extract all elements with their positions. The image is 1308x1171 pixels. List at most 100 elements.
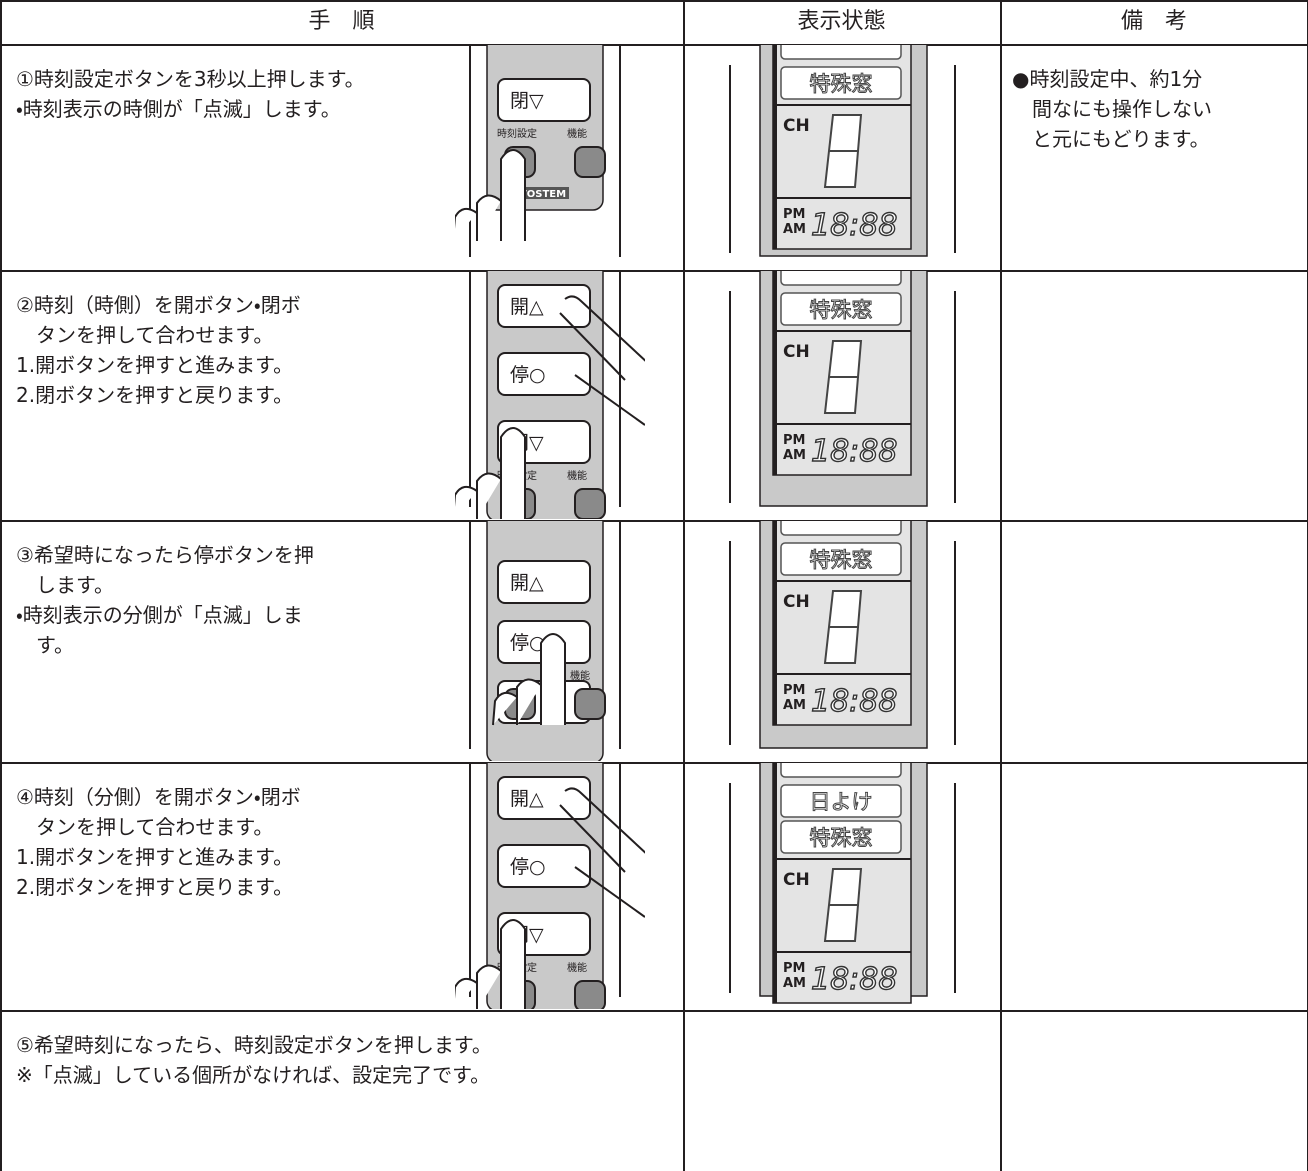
lcd-time: 18:88 — [811, 208, 897, 243]
text-block: ⑤希望時刻になったら、時刻設定ボタンを押します。 ※「点滅」している個所がなければ… — [16, 1030, 492, 1090]
column-rule — [1000, 0, 1002, 1171]
lcd-label-box — [780, 763, 902, 778]
row-rule — [0, 44, 1308, 46]
lcd-ch: CH — [783, 116, 810, 136]
lcd-pm: PM — [783, 683, 805, 698]
lcd-label-box — [780, 784, 902, 818]
remote-button — [497, 844, 591, 888]
button-label: 開△ — [510, 788, 544, 810]
text-line: タンを押して合わせます。 — [36, 815, 274, 839]
text-block: ●時刻設定中、約1分間なにも操作しない と元にもどります。 — [1012, 64, 1212, 154]
lcd-am: AM — [783, 698, 806, 713]
round-button — [574, 146, 606, 178]
seven-segment — [823, 114, 863, 188]
lcd-ch: CH — [783, 870, 810, 890]
lcd-time: 18:88 — [811, 684, 897, 719]
text-line: ⑤希望時刻になったら、時刻設定ボタンを押します。 — [16, 1033, 492, 1057]
lcd-label-box — [780, 45, 902, 60]
row-rule — [0, 762, 1308, 764]
lcd-pm: PM — [783, 961, 805, 976]
lcd-label-box — [780, 542, 902, 576]
seven-segment — [823, 868, 863, 942]
column-rule — [0, 0, 2, 1171]
lcd-label: 特殊窓 — [810, 72, 873, 96]
remote-illustration: 閉▽ 時刻設定 機能 TOSTEM — [455, 45, 621, 257]
remote-button — [497, 352, 591, 396]
button-caption: 機能 — [567, 127, 587, 140]
text-line: ③希望時になったら停ボタンを押 — [16, 543, 314, 567]
lcd-time: 18:88 — [811, 434, 897, 469]
text-line: す。 — [36, 633, 74, 657]
button-label: 開△ — [510, 296, 544, 318]
lcd-ch: CH — [783, 342, 810, 362]
button-label: 停○ — [510, 856, 546, 878]
logo: TOSTEM — [520, 189, 566, 200]
hand — [455, 919, 526, 1009]
lcd-label-box — [780, 271, 902, 286]
lcd-label-box — [780, 292, 902, 326]
text-line: 1.開ボタンを押すと進みます。 — [16, 845, 294, 869]
remote-button — [497, 560, 591, 604]
text-block: ①時刻設定ボタンを3秒以上押します。 ・時刻表示の時側が「点滅」します。 — [16, 64, 365, 124]
text-line: 2.閉ボタンを押すと戻ります。 — [16, 875, 294, 899]
row-rule — [0, 1010, 1308, 1012]
text-line: 2.閉ボタンを押すと戻ります。 — [16, 383, 294, 407]
remote-button — [497, 776, 591, 820]
lcd-label: 特殊窓 — [810, 826, 873, 850]
remote-button — [497, 284, 591, 328]
logo-plate — [517, 187, 569, 199]
button-caption: 機能 — [567, 469, 587, 482]
remote-button — [497, 78, 591, 122]
row-rule — [0, 520, 1308, 522]
remote-illustration: 開△ 停○ 機能 — [469, 521, 621, 761]
text-line: ・時刻表示の分側が「点滅」しま — [16, 603, 303, 627]
text-line: ①時刻設定ボタンを3秒以上押します。 — [16, 67, 365, 91]
button-label: 停○ — [510, 364, 546, 386]
hand — [455, 149, 526, 241]
column-header: 備 考 — [1120, 9, 1187, 34]
lcd-ch: CH — [783, 592, 810, 612]
lcd-label: 特殊窓 — [810, 548, 873, 572]
button-label: 閉▽ — [510, 90, 544, 112]
hand — [559, 295, 645, 426]
text-line: します。 — [36, 573, 114, 597]
column-header: 手 順 — [308, 9, 375, 34]
text-line: と元にもどります。 — [1032, 127, 1210, 151]
lcd-pm: PM — [783, 207, 805, 222]
round-button — [574, 688, 606, 720]
text-line: タンを押して合わせます。 — [36, 323, 274, 347]
row-rule — [0, 270, 1308, 272]
column-header: 表示状態 — [797, 9, 886, 34]
lcd-label-box — [780, 521, 902, 536]
text-line: ※「点滅」している個所がなければ、設定完了です。 — [16, 1063, 491, 1087]
row-rule — [0, 0, 1308, 2]
seven-segment — [823, 340, 863, 414]
lcd-am: AM — [783, 222, 806, 237]
button-caption: 時刻設定 — [497, 128, 537, 140]
lcd-label: 特殊窓 — [810, 298, 873, 322]
text-line: ②時刻（時側）を開ボタン・閉ボ — [16, 293, 301, 317]
column-rule — [683, 0, 685, 1171]
lcd-label-box — [780, 66, 902, 100]
text-line: 間なにも操作しない — [1032, 97, 1212, 121]
text-block: ④時刻（分側）を開ボタン・閉ボタンを押して合わせます。 1.開ボタンを押すと進みま… — [16, 782, 301, 902]
hand — [492, 633, 566, 726]
button-label: 停○ — [510, 632, 546, 654]
button-caption: 機能 — [570, 669, 590, 682]
text-line: ●時刻設定中、約1分 — [1012, 67, 1203, 91]
text-block: ②時刻（時側）を開ボタン・閉ボ タンを押して合わせます。 1.開ボタンを押すと進みま… — [16, 290, 301, 410]
lcd-am: AM — [783, 976, 806, 991]
lcd-label: 日よけ — [810, 790, 873, 814]
text-line: ④時刻（分側）を開ボタン・閉ボ — [16, 785, 301, 809]
column-rule — [1306, 0, 1308, 1171]
hand — [455, 427, 526, 519]
button-label: 開△ — [510, 572, 544, 594]
